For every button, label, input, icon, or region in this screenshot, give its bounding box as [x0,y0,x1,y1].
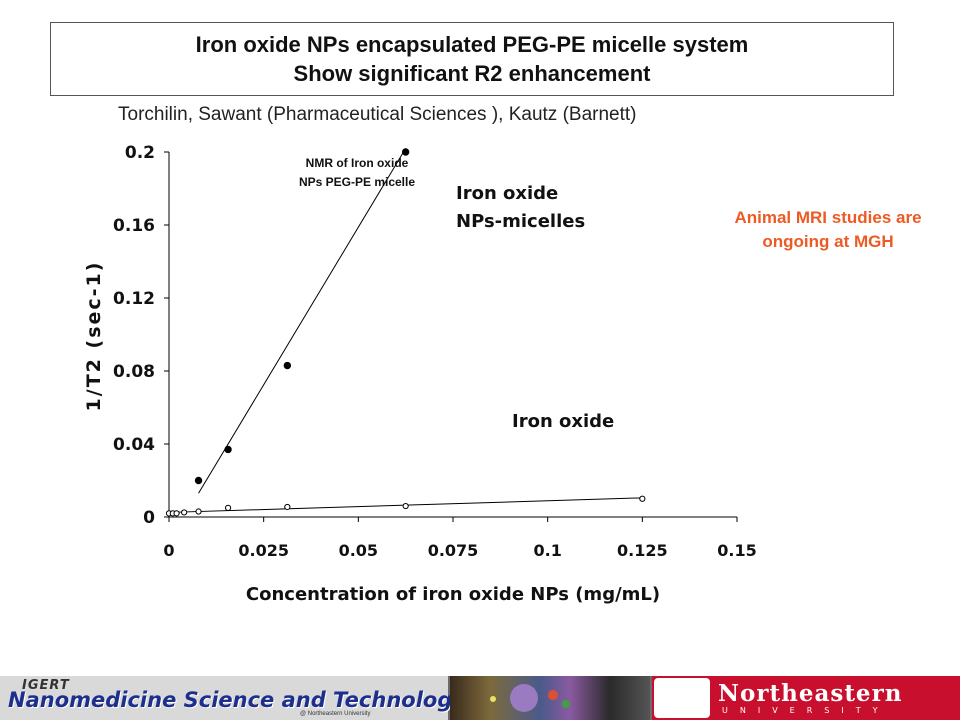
point-iron-oxide [639,495,646,502]
point-micelles [283,361,292,370]
x-tick-label: 0.05 [339,541,378,560]
x-axis-label: Concentration of iron oxide NPs (mg/mL) [246,584,660,605]
nano-art-image [450,676,650,720]
point-iron-oxide [284,503,291,511]
x-tick-label: 0.1 [533,541,561,560]
igert-logo-main: Nanomedicine Science and Technology [8,688,467,712]
igert-logo [0,676,448,720]
series-label-micelles-line2: NPs-micelles [456,211,585,232]
point-micelles [401,148,410,156]
fit-line-micelles [198,148,407,494]
chart-title-line2: NPs PEG-PE micelle [299,175,415,189]
y-axis-label: 1/T2 (sec-1) [83,261,105,412]
title-box: Iron oxide NPs encapsulated PEG-PE micel… [50,22,894,96]
chart-title-line1: NMR of Iron oxide [306,156,409,170]
mri-note: Animal MRI studies are ongoing at MGH [734,208,922,251]
x-tick-label: 0.15 [717,541,756,560]
chart: NMR of Iron oxide NPs PEG-PE micelle Iro… [83,143,757,605]
y-tick-label: 0.2 [125,143,155,163]
igert-logo-small: IGERT [22,678,70,693]
y-tick-label: 0.12 [113,289,155,309]
northeastern-university: UNIVERSITY [722,706,890,715]
point-iron-oxide [181,509,188,516]
authors-line: Torchilin, Sawant (Pharmaceutical Scienc… [118,104,637,125]
northeastern-seal-icon [654,678,710,718]
point-iron-oxide [402,502,409,510]
point-iron-oxide [173,510,180,517]
slide-title-line2: Show significant R2 enhancement [293,61,651,86]
series-label-iron-oxide: Iron oxide [512,411,614,432]
northeastern-name: Northeastern [718,680,903,707]
y-tick-label: 0 [143,508,155,528]
series-label-micelles-line1: Iron oxide [456,183,558,204]
point-micelles [224,445,232,454]
x-tick-label: 0.025 [238,541,289,560]
slide-title-line1: Iron oxide NPs encapsulated PEG-PE micel… [195,32,749,57]
y-tick-label: 0.08 [113,362,155,382]
point-micelles [194,476,203,485]
point-iron-oxide [224,504,232,511]
x-tick-label: 0 [163,541,174,560]
point-iron-oxide [195,508,202,515]
x-tick-label: 0.125 [617,541,668,560]
igert-logo-sub: @ Northeastern University [300,711,371,717]
y-tick-label: 0.04 [113,435,155,455]
y-tick-label: 0.16 [113,216,155,236]
x-tick-label: 0.075 [428,541,479,560]
